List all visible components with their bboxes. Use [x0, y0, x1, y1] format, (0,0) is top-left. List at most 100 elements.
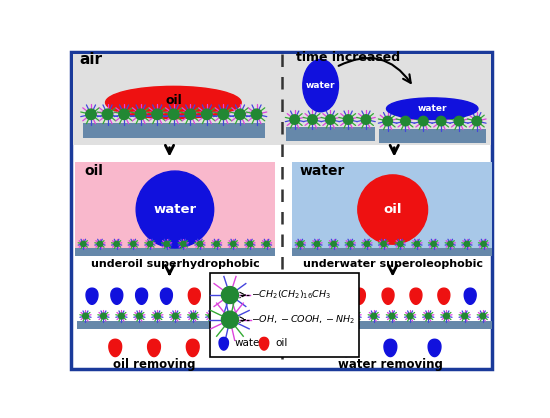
Polygon shape: [86, 288, 98, 304]
Polygon shape: [188, 288, 200, 304]
Polygon shape: [382, 288, 394, 304]
Circle shape: [436, 116, 446, 126]
Polygon shape: [384, 339, 397, 357]
Circle shape: [131, 241, 136, 247]
Circle shape: [472, 116, 482, 126]
Text: water removing: water removing: [338, 358, 443, 371]
Circle shape: [102, 109, 113, 120]
Circle shape: [168, 109, 179, 120]
Circle shape: [235, 109, 245, 120]
Circle shape: [262, 313, 268, 319]
Circle shape: [86, 109, 96, 120]
Bar: [76, 321, 274, 329]
Text: underwater superoleophobic: underwater superoleophobic: [302, 259, 483, 269]
Text: oil: oil: [84, 164, 103, 178]
Circle shape: [348, 241, 353, 247]
Circle shape: [251, 109, 262, 120]
Text: $-CH_2(CH_2)_{16}CH_3$: $-CH_2(CH_2)_{16}CH_3$: [251, 289, 331, 301]
Circle shape: [414, 241, 420, 247]
Circle shape: [136, 313, 142, 319]
Ellipse shape: [303, 59, 338, 112]
Circle shape: [264, 241, 269, 247]
Circle shape: [97, 241, 102, 247]
Circle shape: [331, 241, 336, 247]
Text: $-OH, -COOH, -NH_2$: $-OH, -COOH, -NH_2$: [251, 314, 355, 326]
Circle shape: [326, 115, 335, 124]
Text: oil removing: oil removing: [113, 358, 195, 371]
Bar: [292, 248, 492, 256]
Circle shape: [298, 313, 304, 319]
Circle shape: [464, 241, 470, 247]
Circle shape: [222, 311, 239, 328]
Polygon shape: [161, 288, 172, 304]
FancyArrowPatch shape: [339, 58, 411, 83]
Polygon shape: [111, 288, 123, 304]
Circle shape: [425, 313, 431, 319]
Circle shape: [419, 116, 428, 126]
Circle shape: [180, 241, 186, 247]
Circle shape: [358, 175, 427, 244]
Polygon shape: [438, 288, 450, 304]
Bar: [75, 162, 275, 254]
Bar: [73, 54, 491, 145]
Circle shape: [454, 116, 464, 126]
Polygon shape: [109, 339, 122, 357]
Circle shape: [214, 241, 219, 247]
Polygon shape: [340, 339, 353, 357]
Polygon shape: [260, 337, 269, 350]
Text: water: water: [153, 203, 196, 216]
Circle shape: [82, 313, 89, 319]
Text: oil: oil: [383, 203, 402, 216]
Circle shape: [227, 313, 232, 319]
Circle shape: [316, 313, 322, 319]
Bar: [292, 321, 492, 329]
Circle shape: [481, 241, 486, 247]
Circle shape: [135, 109, 146, 120]
Circle shape: [244, 313, 250, 319]
Bar: [286, 127, 375, 141]
Ellipse shape: [106, 87, 241, 119]
Polygon shape: [428, 339, 441, 357]
Circle shape: [202, 109, 212, 120]
Circle shape: [173, 313, 178, 319]
Circle shape: [101, 313, 106, 319]
Circle shape: [185, 109, 196, 120]
Ellipse shape: [387, 98, 478, 120]
Bar: [379, 129, 486, 143]
Circle shape: [383, 116, 393, 126]
Text: water: water: [300, 164, 345, 178]
Circle shape: [248, 241, 252, 247]
Bar: [210, 273, 359, 357]
Polygon shape: [299, 288, 311, 304]
Polygon shape: [214, 288, 227, 304]
Polygon shape: [354, 288, 365, 304]
Polygon shape: [219, 337, 228, 350]
Polygon shape: [410, 288, 422, 304]
Circle shape: [155, 313, 160, 319]
Circle shape: [290, 115, 299, 124]
Circle shape: [307, 115, 317, 124]
Circle shape: [222, 287, 239, 303]
Circle shape: [334, 313, 340, 319]
Circle shape: [389, 313, 395, 319]
Circle shape: [448, 241, 453, 247]
Text: water: water: [235, 338, 265, 348]
Text: air: air: [80, 52, 103, 67]
Circle shape: [401, 116, 410, 126]
Circle shape: [480, 313, 486, 319]
Circle shape: [361, 115, 371, 124]
Polygon shape: [136, 288, 147, 304]
Circle shape: [398, 241, 403, 247]
Circle shape: [343, 115, 353, 124]
Circle shape: [353, 313, 359, 319]
Polygon shape: [326, 288, 338, 304]
Circle shape: [119, 313, 124, 319]
Text: time increased: time increased: [296, 51, 400, 64]
Circle shape: [407, 313, 413, 319]
Circle shape: [81, 241, 86, 247]
Circle shape: [208, 313, 214, 319]
Circle shape: [147, 241, 152, 247]
Polygon shape: [186, 339, 199, 357]
Circle shape: [136, 171, 213, 248]
Text: oil: oil: [165, 94, 182, 107]
